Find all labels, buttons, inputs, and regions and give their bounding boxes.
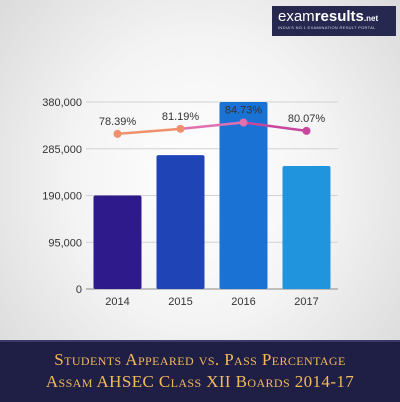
line-point bbox=[176, 124, 185, 133]
bar bbox=[219, 102, 268, 289]
y-tick-label: 190,000 bbox=[42, 191, 82, 203]
bar bbox=[93, 195, 142, 289]
logo-tagline: INDIA'S NO.1 EXAMINATION RESULT PORTAL bbox=[278, 25, 376, 30]
y-tick-label: 0 bbox=[76, 284, 82, 296]
data-label: 81.19% bbox=[162, 111, 200, 123]
pass-percentage-line: 78.39% 81.19% 84.73% 80.07% bbox=[99, 104, 326, 138]
bar bbox=[156, 155, 205, 289]
y-tick-label: 285,000 bbox=[42, 144, 82, 156]
data-label: 84.73% bbox=[225, 104, 263, 116]
site-logo[interactable]: examresults.net INDIA'S NO.1 EXAMINATION… bbox=[272, 6, 396, 36]
y-tick-label: 95,000 bbox=[48, 237, 82, 249]
bars-students-appeared bbox=[93, 102, 331, 289]
line-segment bbox=[179, 121, 245, 131]
logo-word-results: results bbox=[314, 8, 364, 25]
title-banner: Students Appeared vs. Pass Percentage As… bbox=[0, 340, 400, 402]
data-label: 80.07% bbox=[288, 113, 326, 125]
x-tick-label: 2017 bbox=[294, 296, 318, 308]
y-axis-tick-labels: 0 95,000 190,000 285,000 380,000 bbox=[42, 97, 82, 296]
x-tick-label: 2014 bbox=[105, 296, 129, 308]
banner-title-line-2: Assam AHSEC Class XII Boards 2014-17 bbox=[45, 372, 355, 391]
line-point bbox=[113, 129, 122, 138]
line-point bbox=[239, 118, 248, 127]
y-tick-label: 380,000 bbox=[42, 97, 82, 109]
logo-word-net: .net bbox=[363, 14, 379, 23]
x-tick-label: 2015 bbox=[168, 296, 192, 308]
bar bbox=[282, 165, 331, 289]
logo-word-exam: exam bbox=[278, 8, 315, 25]
x-axis-tick-labels: 2014 2015 2016 2017 bbox=[105, 296, 318, 308]
bar-line-chart: 0 95,000 190,000 285,000 380,000 78.39% 81.19… bbox=[42, 97, 338, 308]
line-segment bbox=[116, 127, 182, 136]
line-point bbox=[302, 126, 311, 135]
x-tick-label: 2016 bbox=[231, 296, 255, 308]
logo-wordmark: examresults.net bbox=[278, 8, 378, 27]
line-segment bbox=[242, 121, 308, 133]
data-label: 78.39% bbox=[99, 116, 137, 128]
banner-title-line-1: Students Appeared vs. Pass Percentage bbox=[54, 350, 346, 369]
